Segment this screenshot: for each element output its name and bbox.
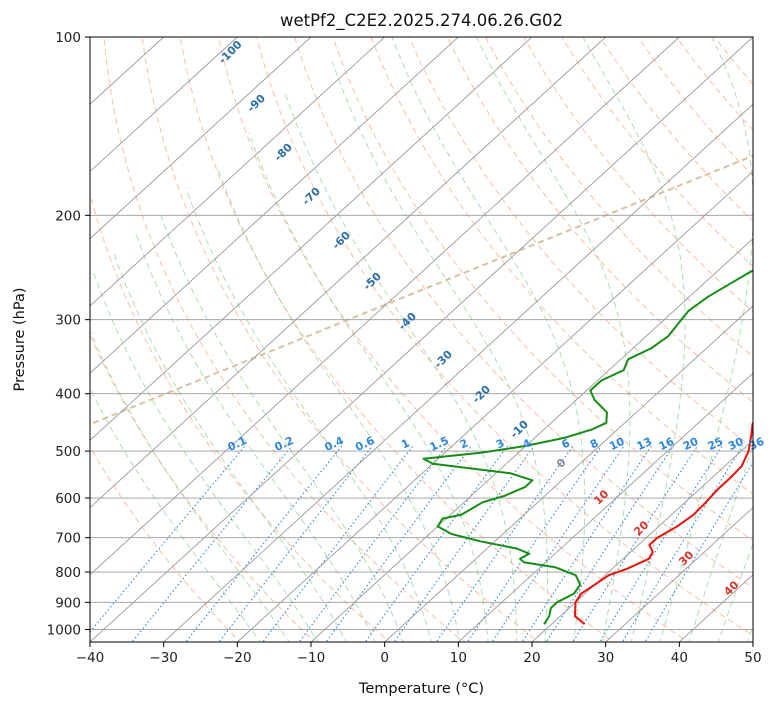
- isotherm: [458, 372, 753, 642]
- profile-lines: [422, 269, 753, 625]
- temperature-line: [574, 421, 753, 625]
- x-tick-label: 0: [380, 650, 389, 666]
- y-tick-label: 300: [55, 313, 81, 329]
- mixing-ratio-line: [435, 445, 574, 642]
- moist-adiabat: [391, 37, 586, 642]
- moist-adiabat: [90, 329, 290, 642]
- dry-adiabat: [256, 37, 753, 637]
- isotherm: [90, 37, 238, 173]
- moist-adiabat: [185, 188, 432, 642]
- isotherm: [237, 170, 753, 642]
- isotherm: [605, 506, 753, 642]
- moist-adiabat: [475, 37, 631, 642]
- isotherm: [90, 37, 459, 374]
- mixing-ratio-line: [599, 445, 723, 642]
- grid-lines: [90, 37, 753, 642]
- isotherm: [531, 439, 753, 642]
- axes: −40 −30 −20 −10 0 10 20 30 40 50 100 200 300 400 500 60…: [47, 30, 762, 666]
- y-tick-label: 400: [55, 387, 81, 403]
- isotherm: [90, 37, 680, 576]
- x-tick-label: −20: [223, 650, 252, 666]
- dry-adiabat: [90, 445, 241, 642]
- moist-adiabat: [216, 165, 461, 642]
- mixing-ratio-line: [90, 445, 246, 633]
- isotherm: [90, 37, 753, 642]
- y-tick-label: 1000: [47, 622, 81, 638]
- mixing-ratio-label: 30: [726, 435, 746, 453]
- mixing-ratio-label: 20: [681, 435, 701, 453]
- x-tick-label: 40: [671, 650, 688, 666]
- y-tick-label: 900: [55, 595, 81, 611]
- dry-adiabat: [294, 37, 753, 589]
- isotherm: [90, 37, 385, 307]
- moist-adiabat: [285, 94, 517, 642]
- isotherm: [384, 305, 753, 642]
- mixing-ratio-line: [521, 445, 652, 642]
- moist-adiabat: [331, 61, 548, 642]
- isotherm: [90, 37, 533, 441]
- isotherm: [163, 103, 753, 642]
- dry-adiabat: [141, 37, 540, 642]
- isotherm: [90, 37, 606, 509]
- x-axis-label: Temperature (°C): [358, 681, 484, 697]
- moist-adiabat: [160, 215, 404, 642]
- mixing-ratio-label: 16: [657, 435, 677, 453]
- x-tick-label: 20: [523, 650, 540, 666]
- envelope-curve: [90, 154, 753, 426]
- y-tick-label: 800: [55, 565, 81, 581]
- isotherm: [90, 37, 312, 240]
- x-tick-label: −30: [149, 650, 178, 666]
- mixing-ratio-line: [393, 445, 535, 642]
- x-tick-label: −40: [76, 650, 105, 666]
- isotherm: [310, 238, 753, 642]
- mixing-ratio-line: [298, 445, 448, 642]
- y-tick-label: 200: [55, 208, 81, 224]
- moist-adiabat: [135, 233, 376, 642]
- moist-adiabat: [248, 132, 489, 642]
- x-tick-label: 10: [450, 650, 467, 666]
- mixing-ratio-label: 13: [635, 435, 654, 453]
- y-tick-label: 600: [55, 491, 81, 507]
- mixing-ratio-line: [262, 445, 414, 642]
- y-tick-label: 700: [55, 531, 81, 547]
- mixing-ratio-line: [572, 445, 699, 642]
- moist-adiabat: [93, 272, 319, 642]
- y-tick-label: 100: [55, 30, 81, 46]
- x-tick-label: 50: [744, 650, 761, 666]
- y-tick-label: 500: [55, 444, 81, 460]
- dry-adiabat: [332, 37, 753, 542]
- mixing-ratio-label: 25: [706, 435, 725, 453]
- x-tick-label: 30: [597, 650, 614, 666]
- mixing-ratio-label: 10: [607, 435, 627, 453]
- mixing-ratio-line: [364, 445, 509, 642]
- background-lines: [90, 37, 753, 642]
- x-tick-label: −10: [297, 650, 326, 666]
- dewpoint-line: [422, 269, 753, 625]
- mixing-ratio-line: [621, 445, 744, 642]
- plot-frame: [89, 36, 754, 643]
- y-axis-label: Pressure (hPa): [12, 287, 28, 391]
- chart-title: wetPf2_C2E2.2025.274.06.26.G02: [280, 11, 563, 31]
- moist-adiabat: [112, 251, 347, 642]
- dry-adiabat: [370, 37, 753, 495]
- moist-adiabat: [582, 37, 686, 642]
- mixing-ratio-line: [545, 445, 674, 642]
- mixing-ratio-label: 36: [747, 435, 767, 453]
